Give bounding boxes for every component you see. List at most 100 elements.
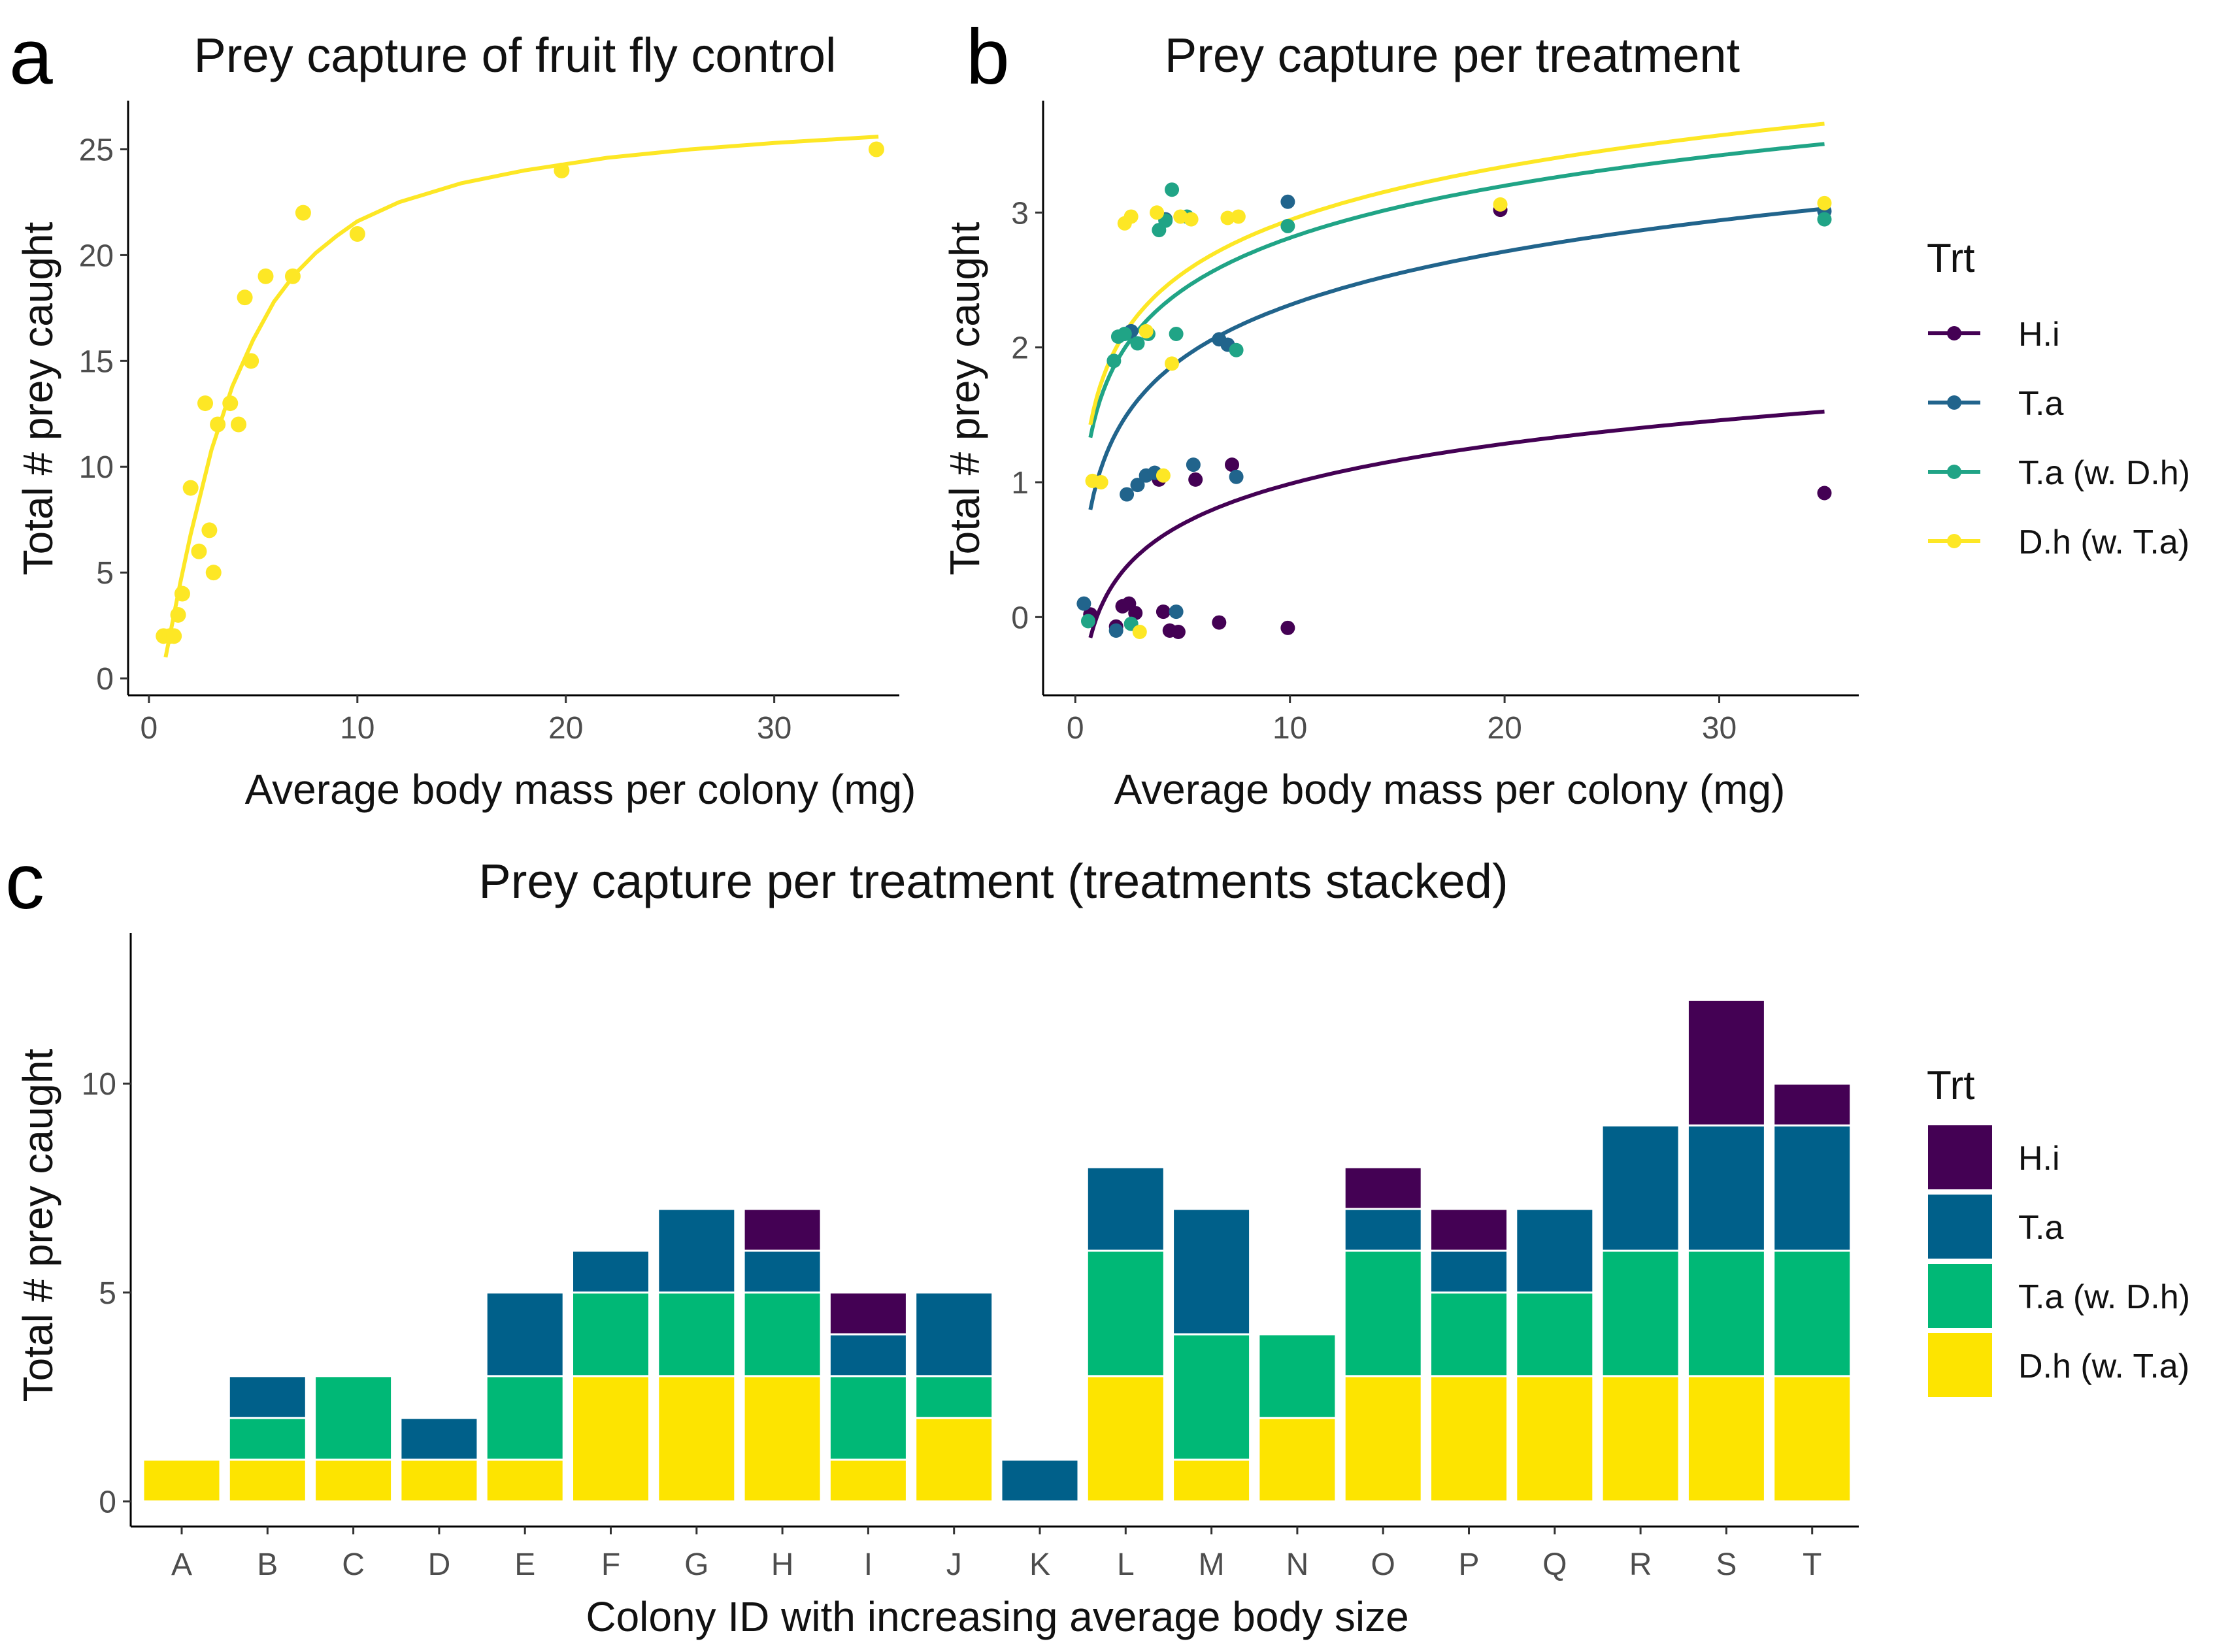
panel-c-bar-segment-d-h-w-t-a — [1601, 1375, 1680, 1503]
panel-c-bar-segment-d-h-w-t-a — [828, 1459, 908, 1503]
panel-b-legend-label-t-a-w-d-h: T.a (w. D.h) — [2018, 454, 2190, 492]
panel-a-y-axis-title: Total # prey caught — [14, 222, 61, 575]
panel-c-x-tick-label: N — [1286, 1547, 1309, 1582]
panel-c-bar-segment-t-a-w-d-h — [1257, 1333, 1337, 1419]
panel-a-data-point — [197, 395, 213, 412]
panel-c-bar-segment-t-a — [485, 1291, 565, 1378]
panel-c-bar-segment-t-a — [828, 1333, 908, 1378]
panel-b-data-point-h-i — [1128, 606, 1143, 621]
panel-c-bar-segment-h-i — [1772, 1082, 1852, 1127]
panel-c-bar-segment-d-h-w-t-a — [1686, 1375, 1766, 1503]
panel-b-data-point-t-a-w-d-h — [1130, 336, 1145, 351]
panel-b-fit-curve-t-a-w-d-h — [1088, 142, 1825, 438]
panel-a-x-tick-label: 0 — [141, 711, 158, 746]
panel-c-bar-segment-d-h-w-t-a — [1257, 1417, 1337, 1503]
panel-a-x-tick-label: 30 — [757, 711, 791, 746]
panel-c-bar-segment-d-h-w-t-a — [1172, 1459, 1252, 1503]
panel-a-x-tick-label: 10 — [340, 711, 374, 746]
panel-a-x-tick-label: 20 — [548, 711, 583, 746]
panel-a-data-point — [295, 205, 311, 221]
panel-c-bar-segment-t-a-w-d-h — [1601, 1249, 1680, 1378]
panel-c-bar-segment-d-h-w-t-a — [742, 1375, 822, 1503]
panel-c-legend: Trt H.i T.a T.a (w. D.h) D.h (w. T.a) — [1927, 1063, 2190, 1397]
panel-b-data-point-t-a — [1186, 457, 1201, 472]
panel-a-data-point — [349, 226, 365, 242]
panel-c-bar-segment-h-i — [742, 1208, 822, 1252]
panel-b-legend-label-t-a: T.a — [2018, 385, 2063, 423]
panel-c-x-tick-label: R — [1629, 1547, 1652, 1582]
panel-c-legend-label-t-a-w-d-h: T.a (w. D.h) — [2018, 1278, 2190, 1316]
panel-c-bar-segment-d-h-w-t-a — [1429, 1375, 1508, 1503]
panel-b-legend: Trt H.i T.a T.a (w. D.h) D.h (w. T.a) — [1927, 236, 2190, 561]
panel-a-data-point — [237, 289, 253, 306]
panel-b-data-point-d-h-w-t-a — [1231, 209, 1246, 224]
panel-b-y-axis-title: Total # prey caught — [941, 222, 988, 575]
panel-a-data-point — [166, 628, 182, 644]
panel-c-bar-segment-d-h-w-t-a — [1772, 1375, 1852, 1503]
panel-a-y-tick-label: 15 — [79, 344, 114, 379]
panel-c-bar-segment-t-a-w-d-h — [1343, 1249, 1423, 1378]
panel-b-x-axis-title: Average body mass per colony (mg) — [1114, 766, 1786, 813]
panel-c-title: Prey capture per treatment (treatments s… — [478, 854, 1508, 908]
panel-c-x-tick-label: D — [428, 1547, 451, 1582]
panel-b-y-tick-label: 2 — [1011, 331, 1029, 366]
panel-c-bars-layer — [142, 999, 1852, 1503]
panel-b-data-point-t-a — [1108, 623, 1123, 638]
panel-b-data-point-t-a — [1120, 487, 1135, 502]
panel-c-bar-segment-t-a-w-d-h — [227, 1417, 307, 1461]
panel-c-x-tick-label: J — [946, 1547, 962, 1582]
panel-c-legend-key-d-h-w-t-a — [1928, 1333, 1992, 1397]
panel-b-data-point-t-a — [1280, 194, 1295, 209]
panel-b-data-point-h-i — [1171, 625, 1186, 640]
panel-c-bar-segment-d-h-w-t-a — [1343, 1375, 1423, 1503]
panel-b-title: Prey capture per treatment — [1165, 28, 1740, 82]
panel-c-legend-label-h-i: H.i — [2018, 1140, 2060, 1178]
panel-c-x-tick-label: P — [1458, 1547, 1479, 1582]
panel-b-fit-curve-h-i — [1088, 409, 1825, 638]
panel-c-bar-segment-t-a — [1343, 1208, 1423, 1252]
panel-c-bar-segment-t-a — [1086, 1166, 1165, 1252]
panel-b-data-point-d-h-w-t-a — [1165, 356, 1180, 371]
panel-c-x-tick-label: B — [257, 1547, 278, 1582]
panel-b-data-point-t-a-w-d-h — [1080, 614, 1095, 629]
panel-b-points-layer — [1076, 182, 1832, 640]
panel-b-data-point-h-i — [1156, 604, 1171, 620]
panel-a-data-point — [868, 141, 884, 157]
panel-c-bar-segment-d-h-w-t-a — [1515, 1375, 1595, 1503]
panel-c-bar-segment-d-h-w-t-a — [1086, 1375, 1165, 1503]
panel-a-data-point — [243, 353, 259, 369]
panel-c-bar-segment-t-a-w-d-h — [1686, 1249, 1766, 1378]
panel-b-data-point-t-a-w-d-h — [1169, 326, 1184, 341]
panel-a-fit-curve — [163, 135, 879, 658]
panel-c-x-tick-label: E — [514, 1547, 535, 1582]
panel-a-data-point — [222, 395, 239, 412]
panel-c-x-tick-label: M — [1199, 1547, 1225, 1582]
panel-b-y-tick-label: 0 — [1011, 601, 1029, 635]
panel-b-axes: 0 10 20 30 0 1 2 3 — [1011, 101, 1859, 746]
panel-a-label: a — [9, 13, 53, 101]
panel-c-x-tick-label: I — [864, 1547, 873, 1582]
panel-b-data-point-d-h-w-t-a — [1220, 210, 1235, 225]
panel-a-data-point — [231, 416, 247, 433]
panel-b-data-point-t-a-w-d-h — [1817, 212, 1832, 227]
panel-c-bar-segment-t-a — [1772, 1124, 1852, 1252]
panel-a-y-tick-label: 5 — [96, 556, 114, 591]
panel-b-data-point-d-h-w-t-a — [1184, 212, 1199, 227]
panel-b: b Prey capture per treatment Average bod… — [941, 13, 2190, 813]
panel-b-x-tick-label: 20 — [1487, 711, 1522, 746]
panel-c-bar-segment-d-h-w-t-a — [657, 1375, 737, 1503]
panel-b-legend-key-point-d-h-w-t-a — [1947, 534, 1961, 548]
panel-b-data-point-d-h-w-t-a — [1156, 468, 1171, 483]
panel-c-bar-segment-d-h-w-t-a — [914, 1417, 994, 1503]
panel-c-bar-segment-t-a — [1172, 1208, 1252, 1336]
panel-c-bar-segment-t-a — [1429, 1249, 1508, 1294]
panel-b-data-point-t-a — [1076, 596, 1091, 611]
panel-c-y-tick-label: 0 — [99, 1485, 116, 1520]
panel-b-y-tick-label: 1 — [1011, 466, 1029, 501]
panel-c-bar-segment-h-i — [1686, 999, 1766, 1127]
panel-b-data-point-d-h-w-t-a — [1132, 625, 1147, 640]
panel-c-x-axis-title: Colony ID with increasing average body s… — [586, 1593, 1408, 1640]
panel-a-data-point — [284, 268, 301, 284]
panel-c-bar-segment-d-h-w-t-a — [314, 1459, 393, 1503]
panel-c-label: c — [5, 838, 44, 925]
